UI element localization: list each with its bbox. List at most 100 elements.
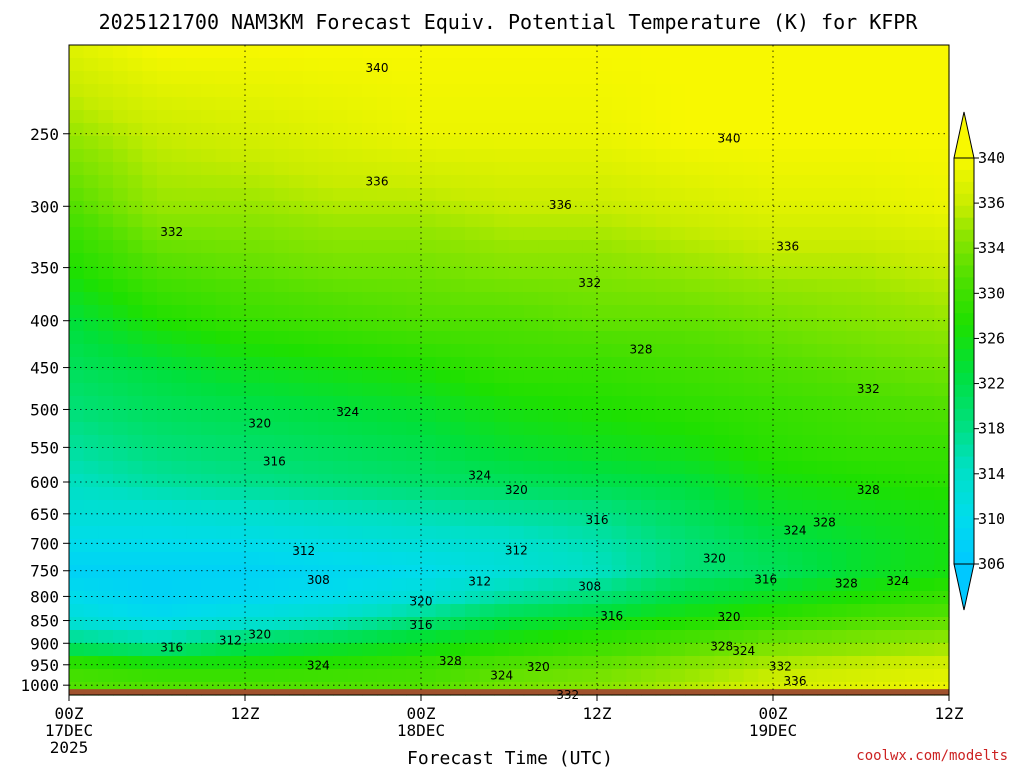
heat-cell [421, 84, 437, 98]
heat-cell [450, 253, 466, 267]
heat-cell [802, 305, 818, 319]
heat-cell [157, 331, 173, 345]
heat-cell [670, 669, 686, 683]
heat-cell [758, 422, 774, 436]
heat-cell [215, 305, 231, 319]
heat-cell [597, 110, 613, 124]
heat-cell [215, 162, 231, 176]
heat-cell [582, 175, 598, 189]
heat-cell [230, 110, 246, 124]
heat-cell [245, 513, 261, 527]
heat-cell [831, 435, 847, 449]
heat-cell [597, 357, 613, 371]
heat-cell [406, 565, 422, 579]
heat-cell [773, 279, 789, 293]
heat-cell [758, 58, 774, 72]
heat-cell [406, 136, 422, 150]
heat-cell [245, 409, 261, 423]
heat-cell [391, 396, 407, 410]
heat-cell [934, 409, 950, 423]
heat-cell [406, 539, 422, 553]
heat-cell [861, 435, 877, 449]
heat-cell [567, 175, 583, 189]
heat-cell [729, 643, 745, 657]
heat-cell [861, 565, 877, 579]
heat-cell [773, 526, 789, 540]
heat-cell [83, 422, 99, 436]
heat-cell [890, 253, 906, 267]
heat-cell [465, 435, 481, 449]
heat-cell [289, 474, 305, 488]
heat-cell [641, 630, 657, 644]
heat-cell [890, 331, 906, 345]
heat-cell [435, 305, 451, 319]
heat-cell [831, 643, 847, 657]
heat-cell [582, 188, 598, 202]
heat-cell [787, 604, 803, 618]
heat-cell [831, 45, 847, 59]
heat-cell [435, 318, 451, 332]
heat-cell [274, 84, 290, 98]
heat-cell [69, 71, 85, 85]
heat-cell [98, 565, 114, 579]
heat-cell [157, 149, 173, 163]
heat-cell [186, 656, 202, 670]
heat-cell [597, 396, 613, 410]
heat-cell [83, 123, 99, 137]
heat-cell [157, 110, 173, 124]
heat-cell [509, 552, 525, 566]
heat-cell [831, 149, 847, 163]
heat-cell [377, 188, 393, 202]
heat-cell [743, 240, 759, 254]
heat-cell [245, 305, 261, 319]
heat-cell [905, 669, 921, 683]
heat-cell [465, 240, 481, 254]
heat-cell [259, 409, 275, 423]
heat-cell [611, 617, 627, 631]
colorbar-segment [954, 444, 974, 458]
heat-cell [626, 513, 642, 527]
heat-cell [890, 214, 906, 228]
y-tick-label: 600 [30, 473, 59, 492]
heat-cell [245, 162, 261, 176]
heat-cell [421, 123, 437, 137]
heat-cell [377, 292, 393, 306]
heat-cell [582, 461, 598, 475]
heat-cell [186, 552, 202, 566]
heat-cell [377, 669, 393, 683]
heat-cell [465, 201, 481, 215]
heat-cell [127, 279, 143, 293]
heat-cell [685, 162, 701, 176]
heat-cell [377, 58, 393, 72]
heat-cell [729, 357, 745, 371]
heat-cell [347, 149, 363, 163]
heat-cell [113, 578, 129, 592]
heat-cell [69, 240, 85, 254]
heat-cell [641, 331, 657, 345]
heat-cell [890, 383, 906, 397]
heat-cell [773, 370, 789, 384]
heat-cell [743, 71, 759, 85]
heat-cell [406, 84, 422, 98]
heat-cell [538, 279, 554, 293]
heat-cell [303, 58, 319, 72]
heat-cell [494, 604, 510, 618]
heat-cell [289, 552, 305, 566]
heat-cell [875, 279, 891, 293]
heat-cell [641, 240, 657, 254]
heat-cell [597, 97, 613, 111]
heat-cell [479, 344, 495, 358]
heat-cell [318, 357, 334, 371]
heat-cell [817, 357, 833, 371]
heat-cell [919, 383, 935, 397]
heat-cell [83, 669, 99, 683]
heat-cell [318, 591, 334, 605]
heat-cell [406, 305, 422, 319]
colorbar-segment [954, 158, 974, 171]
heat-cell [875, 318, 891, 332]
heat-cell [201, 669, 217, 683]
heat-cell [934, 279, 950, 293]
heat-cell [171, 331, 187, 345]
heat-cell [113, 409, 129, 423]
heat-cell [479, 435, 495, 449]
